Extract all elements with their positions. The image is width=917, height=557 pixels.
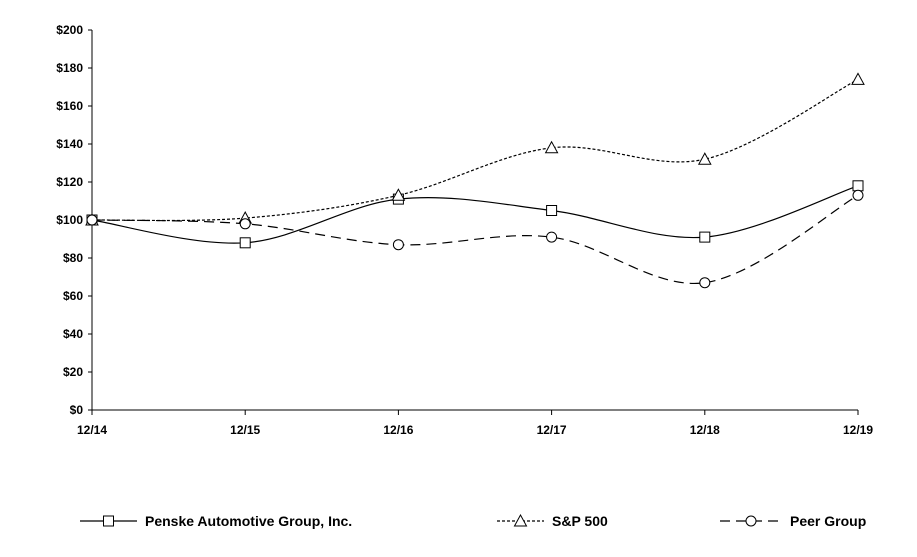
series-lines [91, 78, 859, 285]
data-point-circle [239, 218, 251, 230]
data-point-triangle [544, 140, 559, 154]
y-tick-label: $140 [56, 137, 83, 151]
series-line-circle [91, 194, 859, 285]
y-axis-ticks: $0 $20 $40 $60 $80 $100 $120 $140 $160 $180 $200 [56, 23, 92, 417]
series-line-square [91, 185, 859, 244]
y-tick-label: $100 [56, 213, 83, 227]
y-tick-label: $160 [56, 99, 83, 113]
y-tick-label: $180 [56, 61, 83, 75]
x-tick-label: 12/18 [690, 423, 720, 437]
series-markers [85, 72, 865, 289]
data-point-triangle [697, 152, 712, 165]
y-tick-label: $20 [63, 365, 83, 379]
data-point-circle [392, 239, 404, 251]
legend-marker-circle [745, 515, 757, 527]
y-tick-label: $40 [63, 327, 83, 341]
legend-marker-square [103, 515, 114, 527]
y-tick-label: $60 [63, 289, 83, 303]
x-tick-label: 12/17 [537, 423, 567, 437]
x-tick-label: 12/19 [843, 423, 873, 437]
data-point-triangle [391, 188, 406, 201]
chart-legend: Penske Automotive Group, Inc. S&P 500 Peer… [80, 513, 866, 529]
x-tick-label: 12/15 [230, 423, 260, 437]
legend-label: S&P 500 [552, 513, 608, 529]
chart-axes [91, 30, 858, 411]
data-point-circle [86, 214, 98, 226]
x-axis-ticks: 12/14 12/15 12/16 12/17 12/18 12/19 [77, 410, 873, 437]
data-point-circle [699, 277, 711, 289]
series-line-triangle [91, 78, 859, 222]
data-point-square [699, 231, 711, 243]
legend-marker-triangle [513, 513, 528, 527]
x-tick-label: 12/16 [383, 423, 413, 437]
y-tick-label: $80 [63, 251, 83, 265]
legend-label: Peer Group [790, 513, 866, 529]
legend-label: Penske Automotive Group, Inc. [145, 513, 352, 529]
data-point-square [852, 180, 864, 192]
data-point-circle [852, 189, 864, 201]
y-tick-label: $200 [56, 23, 83, 37]
data-point-triangle [851, 72, 865, 85]
y-tick-label: $0 [70, 403, 84, 417]
data-point-circle [546, 231, 558, 243]
data-point-square [239, 237, 251, 249]
y-tick-label: $120 [56, 175, 83, 189]
x-tick-label: 12/14 [77, 423, 107, 437]
data-point-square [546, 205, 558, 216]
